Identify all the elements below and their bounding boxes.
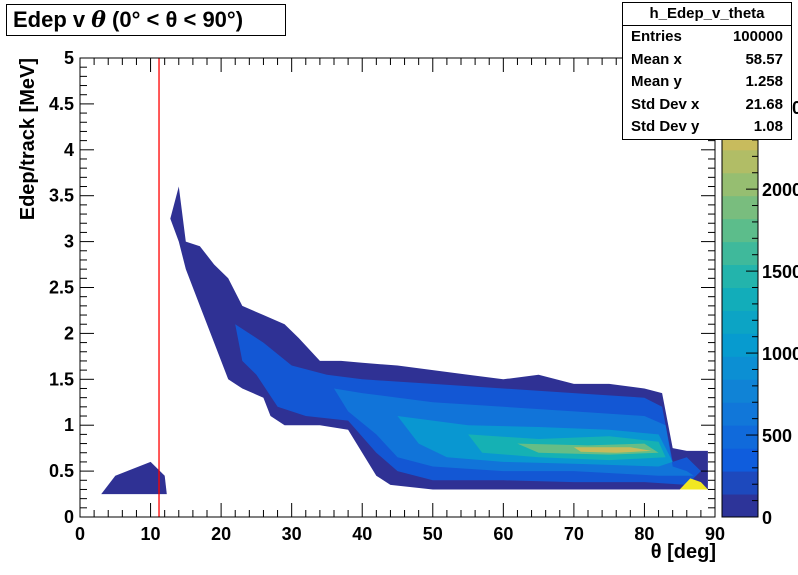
contour-band-8: [679, 478, 708, 490]
colorbar-band: [722, 494, 758, 518]
y-tick-label: 2: [64, 323, 74, 343]
y-tick-label: 0.5: [49, 461, 74, 481]
stats-name: h_Edep_v_theta: [623, 3, 791, 26]
contour-band-7: [573, 447, 652, 453]
x-tick-label: 10: [141, 524, 161, 544]
x-tick-label: 90: [705, 524, 725, 544]
y-axis-label: Edep/track [MeV]: [17, 58, 39, 220]
x-tick-label: 80: [634, 524, 654, 544]
stats-row-stddev-y: Std Dev y 1.08: [631, 118, 783, 135]
colorbar-band: [722, 241, 758, 266]
colorbar-tick-label: 500: [762, 426, 792, 446]
x-tick-label: 60: [493, 524, 513, 544]
y-tick-label: 0: [64, 507, 74, 527]
colorbar-band: [722, 172, 758, 197]
x-tick-label: 0: [75, 524, 85, 544]
colorbar-tick-label: 2000: [762, 180, 798, 200]
y-tick-label: 1: [64, 415, 74, 435]
stats-row-mean-y: Mean y 1.258: [631, 73, 783, 90]
colorbar-band: [722, 356, 758, 380]
contour-band-0: [101, 461, 167, 495]
colorbar-band: [722, 287, 758, 311]
x-tick-label: 20: [211, 524, 231, 544]
stats-row-mean-x: Mean x 58.57: [631, 50, 783, 68]
title-prefix: Edep v: [13, 7, 92, 32]
y-tick-label: 3.5: [49, 186, 74, 206]
stats-row-entries: Entries 100000: [631, 28, 783, 45]
stats-row-stddev-x: Std Dev x 21.68: [631, 95, 783, 113]
colorbar-band: [722, 448, 758, 472]
colorbar-tick-label: 1500: [762, 262, 798, 282]
y-tick-label: 1.5: [49, 369, 74, 389]
colorbar-band: [722, 149, 758, 174]
x-axis-label: θ [deg]: [651, 541, 716, 563]
x-tick-label: 70: [564, 524, 584, 544]
colorbar-tick-label: 0: [762, 508, 772, 528]
colorbar-band: [722, 264, 758, 288]
colorbar-band: [722, 218, 758, 243]
y-tick-label: 3: [64, 232, 74, 252]
chart-title: Edep v θ (0° < θ < 90°): [6, 4, 286, 36]
colorbar-band: [722, 425, 758, 449]
colorbar-band: [722, 379, 758, 403]
y-tick-label: 4: [64, 140, 74, 160]
colorbar-band: [722, 402, 758, 426]
colorbar-band: [722, 471, 758, 495]
colorbar-band: [722, 333, 758, 357]
x-tick-label: 30: [282, 524, 302, 544]
y-tick-label: 2.5: [49, 278, 74, 298]
colorbar-band: [722, 310, 758, 334]
colorbar-tick-label: 1000: [762, 344, 798, 364]
title-suffix: (0° < θ < 90°): [105, 7, 244, 32]
stats-box: h_Edep_v_theta Entries 100000 Mean x 58.57…: [622, 2, 792, 140]
x-tick-label: 50: [423, 524, 443, 544]
y-tick-label: 4.5: [49, 94, 74, 114]
y-tick-label: 5: [64, 48, 74, 68]
title-theta: θ: [91, 7, 106, 33]
x-tick-label: 40: [352, 524, 372, 544]
colorbar-band: [722, 195, 758, 220]
